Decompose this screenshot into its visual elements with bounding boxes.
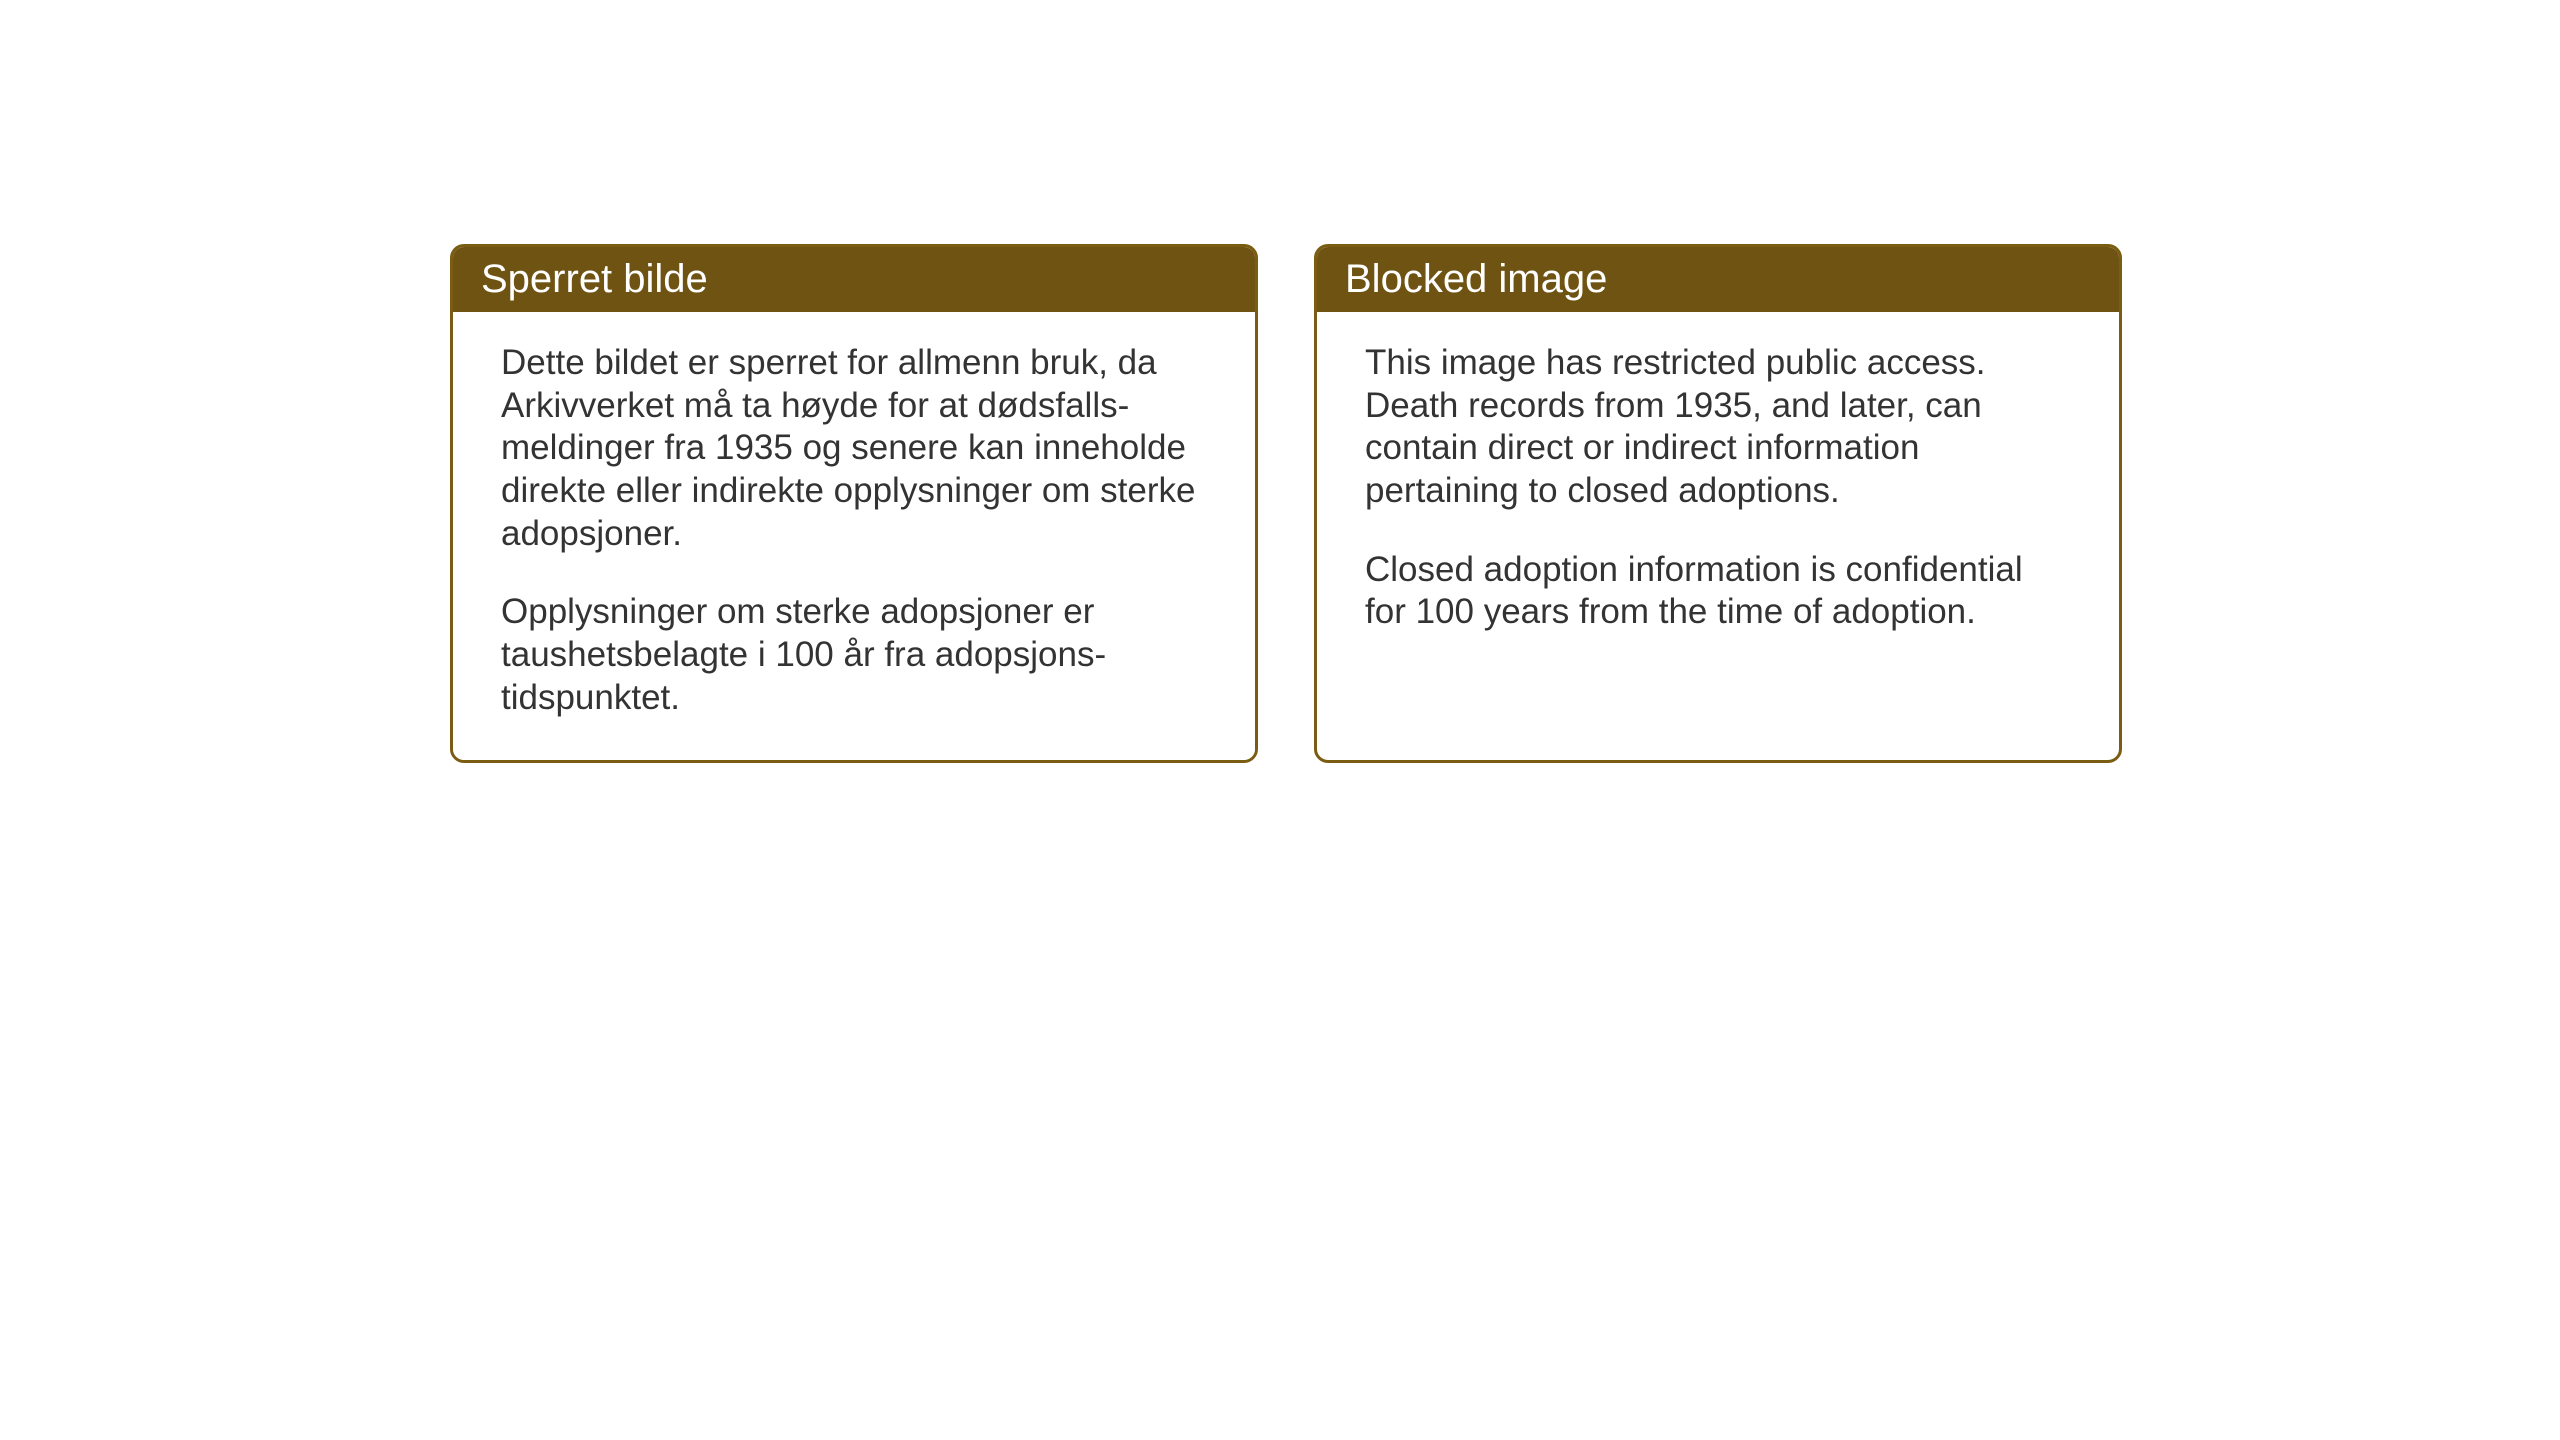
paragraph-2-english: Closed adoption information is confident… — [1365, 549, 2071, 634]
card-body-norwegian: Dette bildet er sperret for allmenn bruk… — [453, 312, 1255, 760]
card-title-norwegian: Sperret bilde — [481, 257, 708, 301]
paragraph-2-norwegian: Opplysninger om sterke adopsjoner er tau… — [501, 591, 1207, 719]
card-title-english: Blocked image — [1345, 257, 1607, 301]
card-header-norwegian: Sperret bilde — [453, 247, 1255, 312]
notice-container: Sperret bilde Dette bildet er sperret fo… — [450, 244, 2122, 763]
paragraph-1-english: This image has restricted public access.… — [1365, 342, 2071, 513]
notice-card-norwegian: Sperret bilde Dette bildet er sperret fo… — [450, 244, 1258, 763]
paragraph-1-norwegian: Dette bildet er sperret for allmenn bruk… — [501, 342, 1207, 555]
card-body-english: This image has restricted public access.… — [1317, 312, 2119, 674]
notice-card-english: Blocked image This image has restricted … — [1314, 244, 2122, 763]
card-header-english: Blocked image — [1317, 247, 2119, 312]
